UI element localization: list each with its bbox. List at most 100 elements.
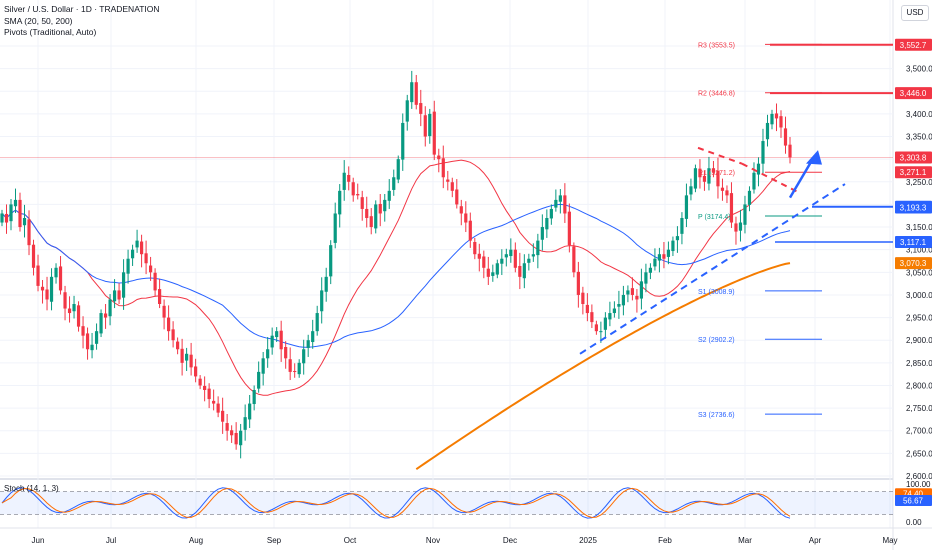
- candle-body: [504, 254, 508, 258]
- candle-body: [135, 240, 139, 248]
- candle-body: [270, 335, 274, 348]
- price-tick-label: 2,600.0: [906, 472, 932, 481]
- time-axis[interactable]: Jun Jul Aug Sep Oct Nov Dec 2025 Feb Mar Apr May: [32, 536, 898, 545]
- candle-body: [58, 266, 63, 291]
- time-tick-label: Nov: [426, 536, 440, 545]
- sma-indicator-label[interactable]: SMA (20, 50, 200): [4, 15, 73, 26]
- candle-body: [108, 299, 112, 317]
- candle-body: [103, 313, 108, 318]
- candle-body: [441, 158, 445, 178]
- candle-body: [49, 276, 54, 302]
- chart-legend: Silver / U.S. Dollar · 1D · TRADENATION …: [4, 4, 160, 39]
- candle-body: [585, 304, 589, 314]
- candle-body: [401, 122, 405, 160]
- candle-body: [576, 271, 580, 295]
- candle-body: [13, 199, 18, 207]
- candle-body: [648, 267, 653, 273]
- pivots-indicator-label[interactable]: Pivots (Traditional, Auto): [4, 27, 97, 37]
- candle-body: [347, 175, 351, 182]
- pivot-label: P (3174.4): [698, 214, 731, 221]
- candle-body: [320, 290, 324, 312]
- price-tag: [895, 201, 932, 214]
- candle-body: [590, 312, 594, 323]
- price-tag-label: 3,303.8: [900, 153, 927, 162]
- price-tick-label: 2,650.0: [906, 449, 932, 458]
- currency-button[interactable]: USD: [901, 5, 929, 21]
- pivot-label: R3 (3553.5): [698, 42, 735, 49]
- candle-body: [747, 190, 752, 205]
- candle-body: [716, 170, 720, 187]
- symbol-title[interactable]: Silver / U.S. Dollar · 1D · TRADENATION: [4, 4, 160, 14]
- candle-body: [599, 331, 603, 333]
- candle-body: [356, 194, 360, 196]
- price-tick-label: 3,000.0: [906, 291, 932, 300]
- candle-body: [653, 258, 657, 267]
- candle-body: [437, 155, 441, 160]
- candle-body: [207, 388, 211, 400]
- candle-body: [126, 258, 130, 274]
- candle-body: [572, 246, 576, 273]
- candle-body: [513, 249, 517, 268]
- stoch-pane: [0, 487, 893, 519]
- candle-body: [176, 341, 180, 350]
- candle-body: [121, 272, 126, 298]
- candle-body: [144, 253, 148, 264]
- candle-body: [257, 371, 261, 389]
- candle-body: [153, 272, 157, 291]
- candle-body: [473, 241, 477, 255]
- candle-body: [450, 182, 454, 191]
- candle-body: [378, 203, 382, 214]
- candle-body: [148, 265, 153, 273]
- candle-body: [239, 430, 243, 446]
- candle-body: [387, 190, 391, 201]
- price-axis[interactable]: 2,600.0 2,650.0 2,700.0 2,750.0 2,800.0 2,850…: [895, 38, 932, 527]
- candle-body: [630, 288, 634, 295]
- price-tick-label: 3,250.0: [906, 178, 932, 187]
- candle-body: [185, 353, 189, 361]
- candle-body: [234, 433, 238, 445]
- candle-body: [761, 141, 765, 164]
- candle-body: [67, 308, 72, 314]
- candle-body: [117, 290, 121, 300]
- stoch-indicator-label[interactable]: Stoch (14, 1, 3): [4, 484, 59, 493]
- candle-body: [374, 204, 378, 229]
- candle-body: [432, 111, 436, 155]
- time-tick-label: Oct: [344, 536, 357, 545]
- time-tick-label: Apr: [809, 536, 822, 545]
- pivot-label: S2 (2902.2): [698, 337, 735, 344]
- candle-body: [581, 292, 585, 304]
- candle-body: [198, 378, 202, 386]
- candle-body: [76, 305, 81, 327]
- candle-body: [261, 358, 265, 374]
- candle-body: [756, 163, 761, 175]
- time-tick-label: Jul: [106, 536, 116, 545]
- candle-body: [531, 254, 535, 257]
- candle-body: [603, 317, 607, 330]
- candle-body: [329, 245, 333, 277]
- candle-body: [554, 199, 558, 208]
- sma-200-line: [415, 262, 791, 471]
- candle-body: [203, 385, 207, 390]
- candle-body: [414, 82, 418, 105]
- price-tick-label: 2,900.0: [906, 336, 932, 345]
- candle-body: [765, 122, 770, 140]
- candle-body: [18, 199, 22, 228]
- candle-body: [360, 197, 364, 209]
- time-tick-label: Feb: [658, 536, 672, 545]
- price-tag-label: 3,552.7: [900, 41, 927, 50]
- candle-body: [0, 213, 4, 223]
- candle-body: [486, 268, 490, 277]
- candle-body: [446, 179, 450, 182]
- candle-body: [662, 254, 666, 259]
- candle-body: [221, 410, 225, 422]
- price-tick-label: 3,350.0: [906, 133, 932, 142]
- candle-body: [302, 349, 306, 364]
- candle-body: [212, 400, 216, 404]
- candle-body: [621, 294, 625, 306]
- price-tag: [895, 151, 932, 164]
- candle-body: [288, 359, 292, 372]
- candle-body: [85, 333, 90, 350]
- candle-body: [324, 276, 328, 292]
- candle-body: [297, 362, 301, 375]
